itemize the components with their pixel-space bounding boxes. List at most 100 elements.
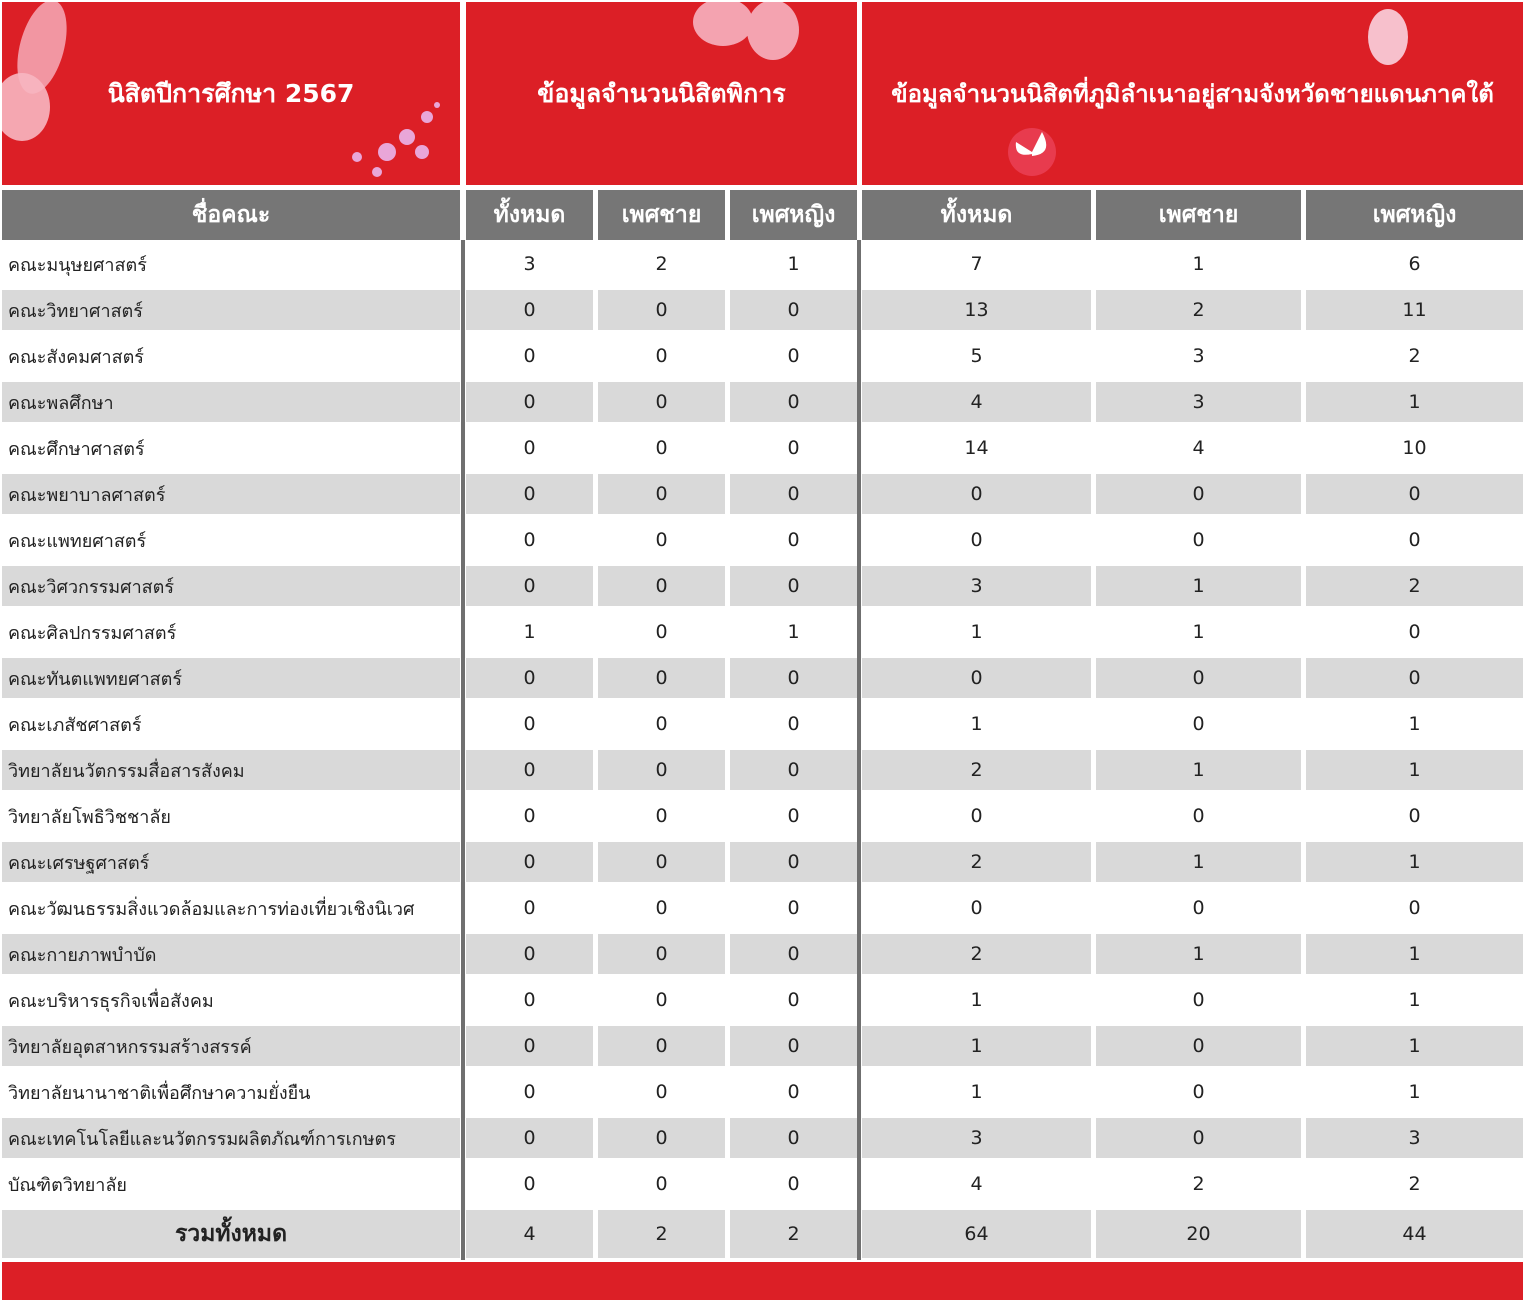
disabled-female: 0 (730, 474, 857, 514)
south-total: 3 (862, 566, 1091, 606)
table-row: คณะกายภาพบำบัด 0 0 0 2 1 1 (0, 932, 1526, 978)
disabled-female: 1 (787, 621, 800, 643)
disabled-total: 0 (466, 842, 593, 882)
table-row: คณะแพทยศาสตร์ 0 0 0 0 0 0 (0, 518, 1526, 564)
south-male: 1 (1096, 842, 1301, 882)
disabled-total: 1 (523, 621, 536, 643)
faculty-name: คณะมนุษยศาสตร์ (8, 254, 147, 276)
south-title: ข้อมูลจำนวนนิสิตที่ภูมิลำเนาอยู่สามจังหว… (891, 80, 1494, 108)
col-header-south-male: เพศชาย (1096, 190, 1301, 240)
table-row: คณะศิลปกรรมศาสตร์ 1 0 1 1 1 0 (0, 610, 1526, 656)
south-female: 1 (1306, 750, 1523, 790)
faculty-name: คณะสังคมศาสตร์ (8, 346, 144, 368)
disabled-female: 0 (730, 1118, 857, 1158)
faculty-name: คณะศิลปกรรมศาสตร์ (8, 622, 177, 644)
disabled-female: 0 (730, 1026, 857, 1066)
disabled-total: 0 (466, 382, 593, 422)
disabled-male: 0 (655, 1173, 668, 1195)
south-total: 0 (970, 529, 983, 551)
disabled-total: 0 (466, 566, 593, 606)
south-male: 0 (1096, 658, 1301, 698)
faculty-name: คณะแพทยศาสตร์ (8, 530, 147, 552)
disabled-female: 0 (730, 566, 857, 606)
disabled-total: 0 (466, 1026, 593, 1066)
faculty-name: คณะเทคโนโลยีและนวัตกรรมผลิตภัณฑ์การเกษตร (2, 1118, 460, 1158)
south-female: 0 (1408, 529, 1421, 551)
south-total: 7 (970, 253, 983, 275)
header-disabled: ข้อมูลจำนวนนิสิตพิการ (466, 2, 857, 185)
disabled-male: 0 (598, 842, 725, 882)
year-title: นิสิตปีการศึกษา 2567 (107, 78, 355, 108)
disabled-title: ข้อมูลจำนวนนิสิตพิการ (537, 78, 786, 108)
disabled-total: 4 (466, 1210, 593, 1258)
faculty-name: คณะพยาบาลศาสตร์ (2, 474, 460, 514)
disabled-male: 0 (598, 474, 725, 514)
south-female: 1 (1408, 713, 1421, 735)
south-female: 2 (1408, 345, 1421, 367)
table-row: คณะเศรษฐศาสตร์ 0 0 0 2 1 1 (0, 840, 1526, 886)
south-male: 1 (1192, 621, 1205, 643)
south-female: 10 (1402, 437, 1427, 459)
disabled-total: 0 (523, 713, 536, 735)
disabled-female: 2 (730, 1210, 857, 1258)
disabled-female: 0 (787, 345, 800, 367)
disabled-female: 1 (787, 253, 800, 275)
south-female: 1 (1306, 842, 1523, 882)
south-male: 2 (1192, 1173, 1205, 1195)
col-header-south-total: ทั้งหมด (862, 190, 1091, 240)
table-row: คณะเทคโนโลยีและนวัตกรรมผลิตภัณฑ์การเกษตร… (0, 1116, 1526, 1162)
faculty-name: คณะเศรษฐศาสตร์ (2, 842, 460, 882)
col-header-disabled-total: ทั้งหมด (466, 190, 593, 240)
disabled-male: 0 (655, 805, 668, 827)
disabled-female: 0 (730, 934, 857, 974)
south-female: 0 (1306, 658, 1523, 698)
faculty-name: คณะพลศึกษา (2, 382, 460, 422)
disabled-total: 3 (523, 253, 536, 275)
south-female: 11 (1306, 290, 1523, 330)
disabled-male: 0 (598, 290, 725, 330)
disabled-male: 0 (598, 658, 725, 698)
south-female: 44 (1306, 1210, 1523, 1258)
col-header-disabled-male: เพศชาย (598, 190, 725, 240)
disabled-female: 0 (787, 1173, 800, 1195)
faculty-name: คณะบริหารธุรกิจเพื่อสังคม (8, 990, 214, 1012)
table-row: คณะวิศวกรรมศาสตร์ 0 0 0 3 1 2 (0, 564, 1526, 610)
disabled-male: 2 (598, 1210, 725, 1258)
south-male: 0 (1192, 897, 1205, 919)
faculty-name: รวมทั้งหมด (2, 1210, 460, 1258)
table-row: วิทยาลัยนวัตกรรมสื่อสารสังคม 0 0 0 2 1 1 (0, 748, 1526, 794)
south-male: 3 (1096, 382, 1301, 422)
south-male: 1 (1096, 934, 1301, 974)
south-male: 0 (1192, 713, 1205, 735)
disabled-female: 0 (730, 382, 857, 422)
faculty-name: บัณฑิตวิทยาลัย (8, 1174, 127, 1196)
disabled-male: 2 (655, 253, 668, 275)
faculty-name: คณะทันตแพทยศาสตร์ (2, 658, 460, 698)
disabled-female: 0 (787, 805, 800, 827)
column-divider (461, 240, 465, 1260)
south-male: 20 (1096, 1210, 1301, 1258)
south-male: 0 (1192, 529, 1205, 551)
south-male: 1 (1192, 253, 1205, 275)
south-male: 0 (1192, 989, 1205, 1011)
disabled-female: 0 (787, 897, 800, 919)
disabled-total: 0 (523, 1081, 536, 1103)
faculty-name: คณะศึกษาศาสตร์ (8, 438, 145, 460)
south-total: 14 (964, 437, 989, 459)
faculty-name: คณะกายภาพบำบัด (2, 934, 460, 974)
south-total: 2 (862, 842, 1091, 882)
south-male: 0 (1192, 1081, 1205, 1103)
table-row: คณะพยาบาลศาสตร์ 0 0 0 0 0 0 (0, 472, 1526, 518)
disabled-total: 0 (523, 989, 536, 1011)
disabled-male: 0 (598, 750, 725, 790)
butterfly-icon (2, 2, 67, 141)
south-male: 0 (1192, 805, 1205, 827)
table-row: วิทยาลัยอุตสาหกรรมสร้างสรรค์ 0 0 0 1 0 1 (0, 1024, 1526, 1070)
south-male: 2 (1096, 290, 1301, 330)
south-male: 1 (1096, 566, 1301, 606)
disabled-total: 0 (466, 290, 593, 330)
south-total: 0 (862, 658, 1091, 698)
col-header-name: ชื่อคณะ (2, 190, 460, 240)
south-total: 13 (862, 290, 1091, 330)
disabled-male: 0 (655, 713, 668, 735)
